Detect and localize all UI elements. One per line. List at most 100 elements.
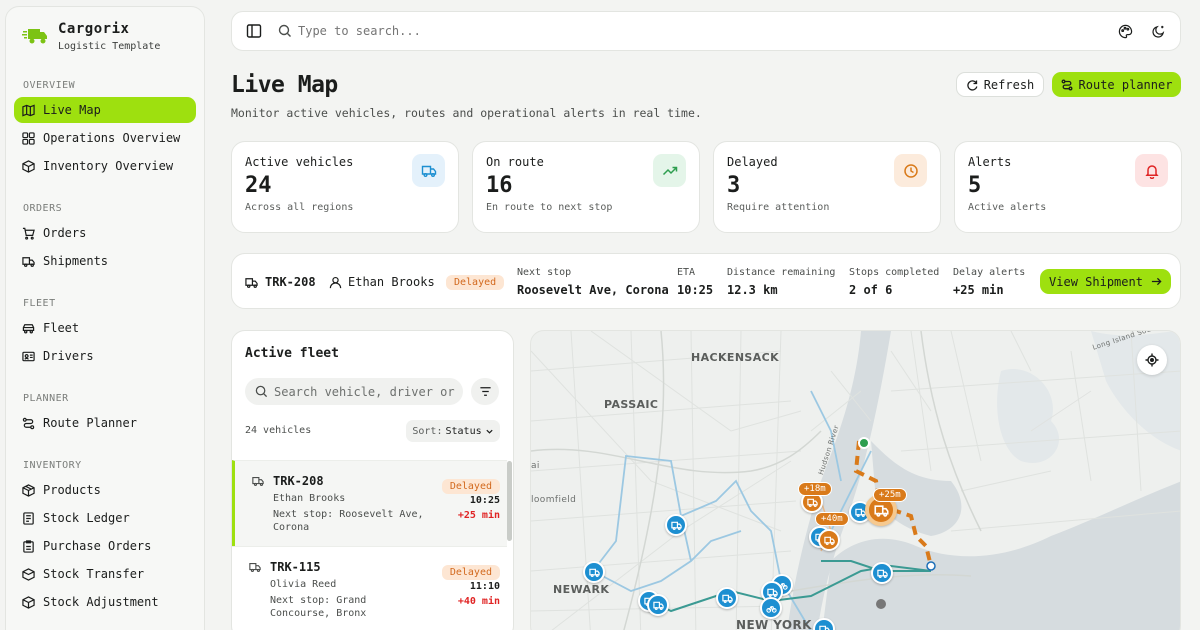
fleet-search-input[interactable]: Search vehicle, driver or (245, 378, 463, 405)
clock-icon (894, 154, 927, 187)
sidebar-item-label: Live Map (43, 103, 101, 117)
truck-icon (876, 569, 888, 578)
id-card-icon (22, 351, 35, 361)
fleet-row-eta: 11:10 (469, 581, 500, 592)
truck-icon (818, 625, 830, 630)
sidebar-item-label: Shipments (43, 254, 109, 268)
sidebar-item-live-map[interactable]: Live Map (14, 97, 196, 123)
sort-value: Status (445, 425, 482, 437)
check-icon (858, 437, 870, 449)
sidebar-item-stock-transfer[interactable]: Stock Transfer (14, 561, 196, 587)
truck-icon (249, 563, 261, 573)
stat-card-alerts: Alerts 5 Active alerts (954, 141, 1182, 233)
nav-section-overview: OVERVIEW (23, 80, 76, 91)
theme-toggle-icon[interactable] (1151, 24, 1166, 39)
vehicle-pin[interactable] (665, 514, 687, 536)
live-map[interactable]: HACKENSACK PASSAIC NEWARK NEW YORK loomf… (530, 330, 1181, 630)
status-badge: Delayed (441, 479, 500, 494)
sidebar-item-shipments[interactable]: Shipments (14, 248, 196, 274)
filter-icon (479, 387, 491, 396)
vehicle-pin[interactable] (716, 587, 738, 609)
sidebar-item-label: Stock Adjustment (43, 595, 159, 609)
next-stop-value: Roosevelt Ave, Corona (517, 283, 669, 297)
truck-icon (766, 588, 778, 597)
sidebar-item-route-planner[interactable]: Route Planner (14, 410, 196, 436)
delay-value: +25 min (953, 283, 1004, 297)
arrow-right-icon (1151, 277, 1162, 286)
sidebar-item-orders[interactable]: Orders (14, 220, 196, 246)
fleet-scrollbar[interactable] (507, 461, 512, 541)
map-label-hackensack: HACKENSACK (691, 351, 780, 364)
distance-field: Distance remaining 12.3 km (727, 267, 835, 297)
fleet-row[interactable]: TRK-115 Olivia Reed Next stop: Grand Con… (232, 546, 507, 630)
sidebar-item-products[interactable]: Products (14, 477, 196, 503)
palette-icon[interactable] (1118, 24, 1133, 39)
truck-icon (823, 536, 835, 545)
search-input[interactable] (298, 24, 898, 38)
vehicle-pin[interactable] (871, 562, 893, 584)
stat-label: Active vehicles (245, 155, 354, 169)
nav-section-planner: PLANNER (23, 393, 69, 404)
sidebar-item-label: Route Planner (43, 416, 137, 430)
sidebar-item-label: Operations Overview (43, 131, 181, 145)
stat-sub: Across all regions (245, 202, 354, 213)
sort-dropdown[interactable]: Sort: Status (406, 420, 500, 442)
sidebar-item-stock-adjustment[interactable]: Stock Adjustment (14, 589, 196, 615)
fleet-row-delay: +25 min (457, 510, 500, 521)
clipboard-icon (23, 539, 34, 553)
nav-section-orders: ORDERS (23, 203, 63, 214)
page-title: Live Map (231, 72, 338, 98)
delayed-vehicle-pin[interactable] (818, 529, 840, 551)
adjust-icon (22, 595, 35, 609)
sort-label: Sort: (412, 425, 443, 437)
fleet-row-id: TRK-208 (273, 474, 324, 488)
eta-value: 10:25 (677, 283, 714, 297)
vehicle-pin[interactable] (813, 618, 835, 630)
sidebar-item-label: Purchase Orders (43, 539, 152, 553)
view-shipment-button[interactable]: View Shipment (1040, 269, 1171, 294)
sidebar-item-drivers[interactable]: Drivers (14, 343, 196, 369)
vehicle-pin[interactable] (583, 561, 605, 583)
stat-value: 5 (968, 173, 982, 198)
fleet-row[interactable]: TRK-208 Ethan Brooks Next stop: Roosevel… (232, 460, 507, 546)
brand-name: Cargorix (58, 21, 130, 37)
stat-sub: En route to next stop (486, 202, 613, 213)
stat-value: 16 (486, 173, 513, 198)
fleet-row-status-wrapper: Delayed (441, 560, 500, 580)
fleet-row-driver: Olivia Reed (270, 579, 337, 590)
route-planner-label: Route planner (1078, 77, 1173, 92)
truck-icon (721, 594, 733, 603)
sidebar-item-label: Fleet (43, 321, 80, 335)
truck-icon (854, 508, 866, 517)
status-badge: Delayed (441, 565, 500, 580)
stat-sub: Require attention (727, 202, 830, 213)
vehicle-pin[interactable] (760, 597, 782, 619)
stat-label: Delayed (727, 155, 778, 169)
stat-value: 3 (727, 173, 741, 198)
fleet-row-stop: Next stop: Roosevelt Ave, Corona (273, 509, 424, 533)
sidebar-toggle-icon[interactable] (246, 23, 262, 39)
sidebar-item-operations-overview[interactable]: Operations Overview (14, 125, 196, 151)
user-icon (329, 276, 342, 289)
delay-tag: +25m (873, 488, 907, 502)
filter-button[interactable] (471, 378, 499, 405)
vehicle-pin[interactable] (647, 594, 669, 616)
eta-label: ETA (677, 267, 696, 278)
topbar (231, 11, 1181, 51)
view-shipment-label: View Shipment (1049, 274, 1143, 289)
delayed-vehicle-pin[interactable] (801, 491, 823, 513)
sidebar-item-stock-ledger[interactable]: Stock Ledger (14, 505, 196, 531)
map-label-newark: NEWARK (553, 583, 610, 596)
sidebar-item-label: Stock Transfer (43, 567, 145, 581)
bell-icon (1135, 154, 1168, 187)
locate-button[interactable] (1137, 345, 1167, 375)
map-label-passaic: PASSAIC (604, 398, 659, 411)
eta-field: ETA 10:25 (677, 267, 713, 297)
bike-icon (765, 605, 777, 613)
box-icon (22, 159, 35, 173)
sidebar-item-purchase-orders[interactable]: Purchase Orders (14, 533, 196, 559)
refresh-button[interactable]: Refresh (956, 72, 1044, 97)
route-planner-button[interactable]: Route planner (1052, 72, 1181, 97)
sidebar-item-inventory-overview[interactable]: Inventory Overview (14, 153, 196, 179)
sidebar-item-fleet[interactable]: Fleet (14, 315, 196, 341)
